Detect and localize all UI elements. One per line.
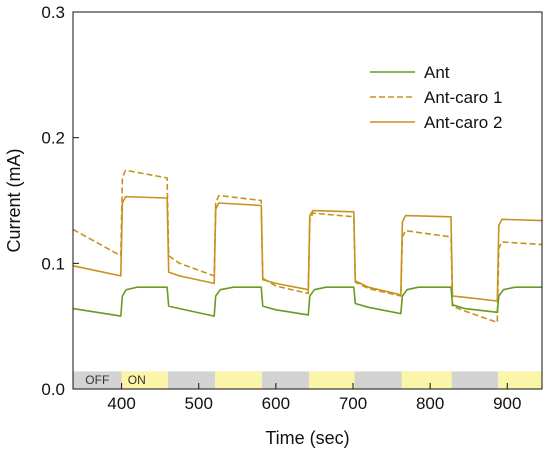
- y-tick-labels: 0.0 0.1 0.2 0.3: [41, 3, 65, 399]
- x-tick-label-400: 400: [107, 394, 135, 413]
- legend-label-ant-caro-1: Ant-caro 1: [424, 88, 502, 107]
- x-tick-label-700: 700: [339, 394, 367, 413]
- legend-label-ant-caro-2: Ant-caro 2: [424, 113, 502, 132]
- light-on-label: ON: [128, 373, 146, 387]
- series-line-ant-caro-2: [72, 195, 543, 302]
- x-tick-label-600: 600: [262, 394, 290, 413]
- x-tick-label-800: 800: [416, 394, 444, 413]
- y-tick-label-2: 0.2: [41, 129, 65, 148]
- on-band-2: [309, 371, 355, 389]
- y-tick-label-1: 0.1: [41, 254, 65, 273]
- light-on-off-bar: [73, 371, 542, 389]
- y-tick-label-3: 0.3: [41, 3, 65, 22]
- light-off-label: OFF: [85, 373, 109, 387]
- series-line-ant-caro-1: [72, 169, 543, 324]
- y-axis-label: Current (mA): [4, 148, 24, 252]
- plot-border: [72, 11, 543, 390]
- x-tick-label-500: 500: [185, 394, 213, 413]
- on-band-1: [214, 371, 262, 389]
- legend: Ant Ant-caro 1 Ant-caro 2: [370, 63, 502, 132]
- series-line-ant: [72, 286, 542, 317]
- on-band-0: [121, 371, 168, 389]
- y-tick-label-0: 0.0: [41, 380, 65, 399]
- on-band-3: [401, 371, 452, 389]
- legend-label-ant: Ant: [424, 63, 450, 82]
- x-tick-labels: 400 500 600 700 800 900: [107, 394, 521, 413]
- series-lines: [72, 169, 543, 324]
- plot-frame: [72, 11, 543, 390]
- on-band-4: [498, 371, 542, 389]
- x-axis-label: Time (sec): [265, 428, 349, 448]
- x-tick-label-900: 900: [493, 394, 521, 413]
